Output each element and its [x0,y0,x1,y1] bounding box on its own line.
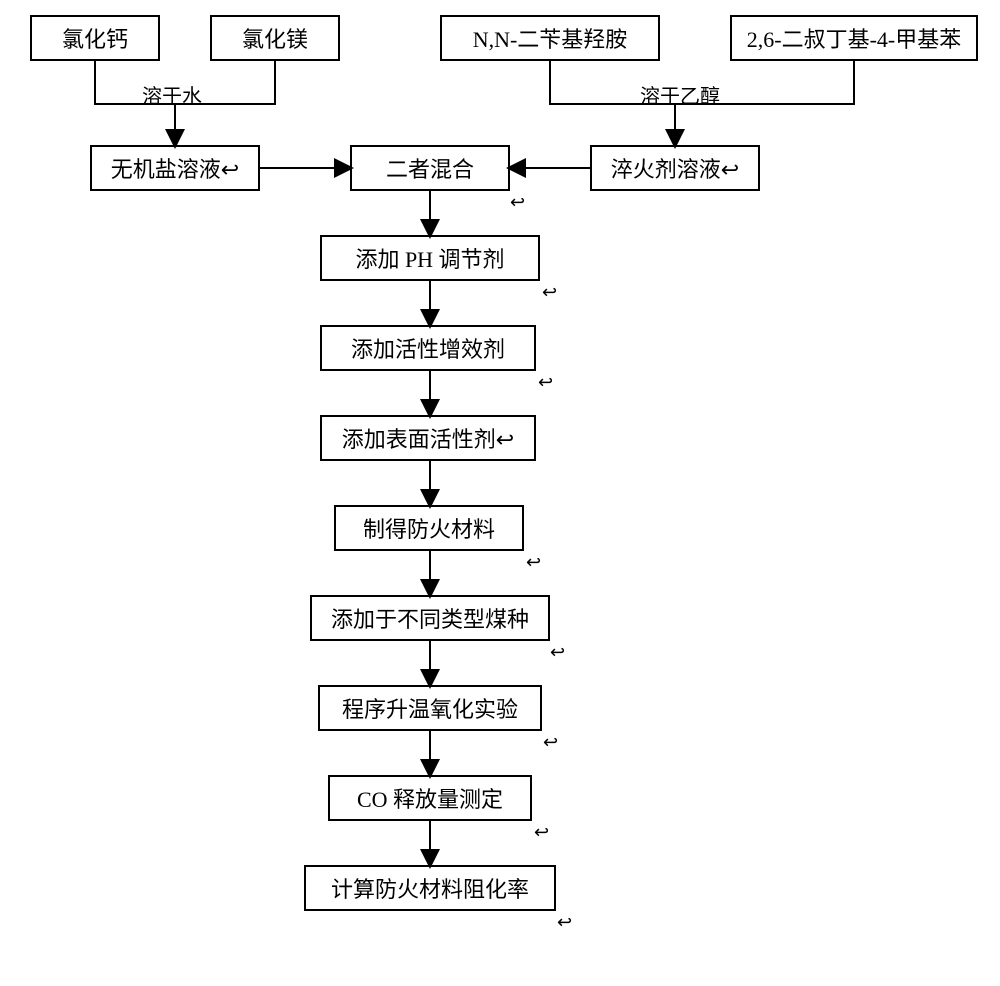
node-label: 计算防火材料阻化率 [331,872,529,904]
node-label: 淬火剂溶液↩ [611,152,739,184]
node-add-surfactant: 添加表面活性剂↩ [320,415,536,461]
paragraph-mark: ↩ [534,822,549,843]
node-prepare-fireproof-material: 制得防火材料 [334,505,524,551]
node-label: 添加活性增效剂 [351,332,505,364]
node-label: 氯化镁 [242,22,308,54]
node-label: 氯化钙 [62,22,128,54]
node-co-release-measurement: CO 释放量测定 [328,775,532,821]
node-label: N,N-二苄基羟胺 [473,22,628,54]
node-label: 程序升温氧化实验 [342,692,518,724]
flowchart-canvas: 氯化钙 氯化镁 N,N-二苄基羟胺 2,6-二叔丁基-4-甲基苯 无机盐溶液↩ … [0,0,1000,986]
node-label: 制得防火材料 [363,512,495,544]
paragraph-mark: ↩ [557,912,572,933]
paragraph-mark: ↩ [542,282,557,303]
node-add-active-synergist: 添加活性增效剂 [320,325,536,371]
label-dissolve-in-water: 溶于水 [142,80,202,109]
node-label: 添加表面活性剂↩ [342,422,514,454]
node-label: 2,6-二叔丁基-4-甲基苯 [747,22,961,54]
paragraph-mark: ↩ [550,642,565,663]
node-label: 添加于不同类型煤种 [331,602,529,634]
paragraph-mark: ↩ [510,192,525,213]
node-nndibenzylhydroxylamine: N,N-二苄基羟胺 [440,15,660,61]
node-label: 二者混合 [386,152,474,184]
label-dissolve-in-ethanol: 溶于乙醇 [640,80,720,109]
node-label: 无机盐溶液↩ [111,152,239,184]
node-quenching-agent-solution: 淬火剂溶液↩ [590,145,760,191]
node-calcium-chloride: 氯化钙 [30,15,160,61]
node-label: 添加 PH 调节剂 [355,242,504,274]
paragraph-mark: ↩ [543,732,558,753]
node-magnesium-chloride: 氯化镁 [210,15,340,61]
node-add-to-coal-types: 添加于不同类型煤种 [310,595,550,641]
node-label: CO 释放量测定 [357,782,503,814]
node-temperature-programmed-oxidation: 程序升温氧化实验 [318,685,542,731]
node-calc-inhibition-rate: 计算防火材料阻化率 [304,865,556,911]
node-inorganic-salt-solution: 无机盐溶液↩ [90,145,260,191]
paragraph-mark: ↩ [526,552,541,573]
node-mix-both: 二者混合 [350,145,510,191]
paragraph-mark: ↩ [538,372,553,393]
node-ditertbutyl-methylbenzene: 2,6-二叔丁基-4-甲基苯 [730,15,978,61]
node-add-ph-regulator: 添加 PH 调节剂 [320,235,540,281]
